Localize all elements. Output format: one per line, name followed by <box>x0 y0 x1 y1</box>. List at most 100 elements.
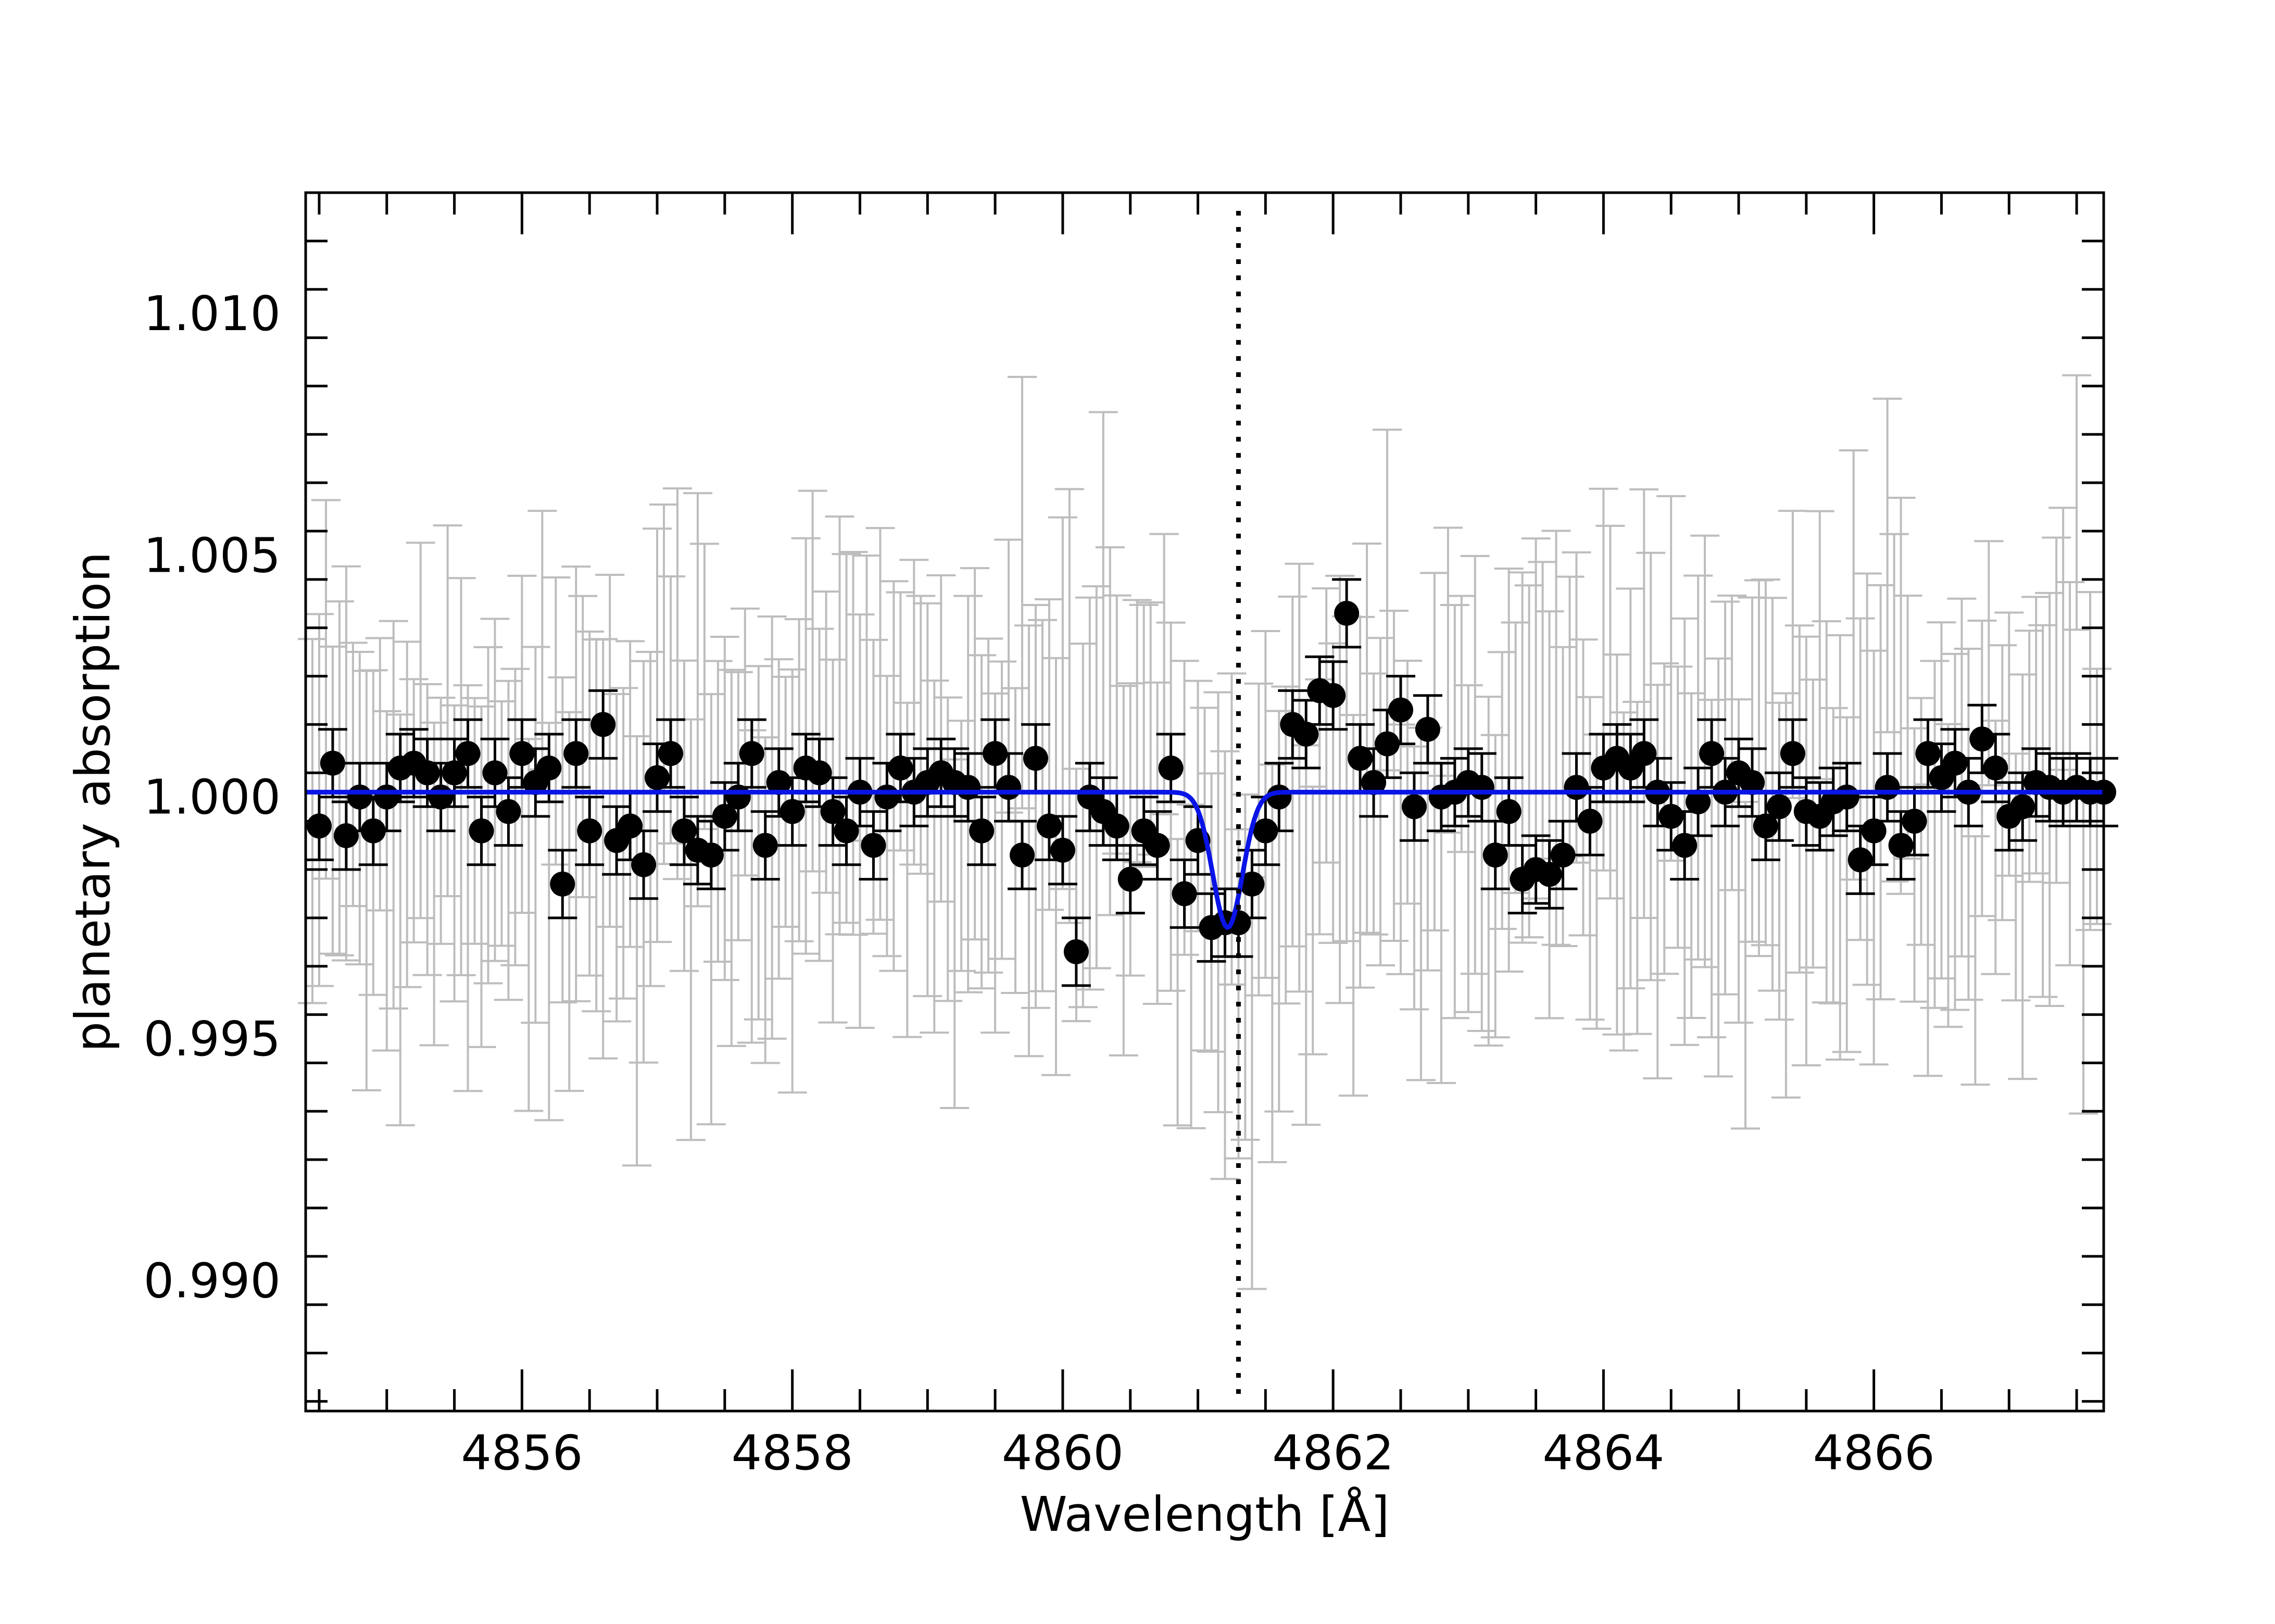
binned-point <box>331 800 361 871</box>
unbinned-errorbar <box>399 678 429 943</box>
binned-point <box>575 796 605 866</box>
unbinned-errorbar <box>1818 707 1848 1005</box>
binned-marker <box>1158 756 1184 780</box>
unbinned-errorbar <box>1379 609 1409 942</box>
binned-marker <box>1847 847 1873 873</box>
binned-point <box>412 737 442 808</box>
unbinned-errorbar <box>595 574 625 928</box>
binned-marker <box>2010 794 2035 820</box>
binned-marker <box>1834 784 1859 810</box>
binned-point <box>1008 820 1037 890</box>
binned-marker <box>482 760 508 786</box>
unbinned-errorbar <box>643 527 672 943</box>
binned-marker <box>1415 716 1440 742</box>
binned-point <box>1913 718 1943 789</box>
binned-marker <box>752 833 778 858</box>
unbinned-errorbar <box>433 524 462 898</box>
unbinned-errorbar <box>1784 624 1814 974</box>
binned-point <box>1629 718 1659 789</box>
binned-marker <box>739 741 764 766</box>
binned-marker <box>1293 722 1319 747</box>
binned-marker <box>496 799 521 824</box>
binned-marker <box>1334 600 1360 626</box>
tick-labels: 4856 4858 4860 4862 4864 4866 0.990 0.995 1.000 1… <box>144 286 1935 1481</box>
unbinned-errorbar <box>886 591 915 852</box>
binned-marker <box>306 813 332 839</box>
x-tick-label: 4856 <box>461 1425 583 1481</box>
binned-point <box>832 796 861 866</box>
unbinned-errorbar <box>2008 673 2038 1080</box>
unbinned-errorbar <box>1014 624 1044 1058</box>
binned-point <box>548 849 577 920</box>
binned-marker <box>1969 726 1995 752</box>
binned-point <box>1061 916 1091 987</box>
binned-marker <box>618 813 643 839</box>
unbinned-errorbar <box>784 618 814 942</box>
binned-point <box>1386 675 1415 746</box>
unbinned-data-layer <box>297 374 2112 1290</box>
binned-point <box>1115 844 1145 915</box>
binned-marker <box>1658 803 1684 829</box>
y-tick-label: 0.995 <box>144 1011 281 1067</box>
unbinned-errorbar <box>324 600 354 956</box>
binned-point <box>467 796 496 866</box>
binned-point <box>967 796 997 866</box>
unbinned-errorbar <box>338 641 368 908</box>
unbinned-errorbar <box>1001 687 1030 994</box>
binned-marker <box>1104 813 1129 839</box>
unbinned-errorbar <box>2028 624 2058 998</box>
binned-point <box>1764 771 1794 842</box>
y-tick-label: 1.005 <box>144 527 281 583</box>
unbinned-errorbar <box>987 660 1017 960</box>
unbinned-errorbar <box>859 638 888 935</box>
binned-point <box>561 718 591 789</box>
unbinned-errorbar <box>1021 604 1050 1009</box>
binned-point <box>696 820 726 890</box>
binned-marker <box>874 784 900 810</box>
unbinned-errorbar <box>379 620 408 1010</box>
unbinned-errorbar <box>1447 595 1476 853</box>
unbinned-errorbar <box>1751 578 1780 947</box>
binned-point <box>1237 849 1267 920</box>
binned-marker <box>1321 683 1346 708</box>
x-tick-label: 4866 <box>1813 1425 1935 1481</box>
unbinned-errorbar <box>1339 714 1368 1097</box>
unbinned-errorbar <box>514 738 544 1112</box>
binned-marker <box>442 760 467 786</box>
unbinned-errorbar <box>1352 543 1382 934</box>
unbinned-errorbar <box>1589 487 1618 872</box>
binned-marker <box>1023 746 1048 771</box>
unbinned-errorbar <box>1535 610 1564 1019</box>
unbinned-errorbar <box>487 700 517 947</box>
unbinned-errorbar <box>555 711 584 1092</box>
binned-marker <box>1861 818 1887 844</box>
binned-point <box>1683 766 1713 837</box>
unbinned-errorbar <box>838 551 868 936</box>
unbinned-errorbar <box>1730 801 1760 1130</box>
unbinned-errorbar <box>1271 685 1301 1005</box>
model-line <box>306 789 2104 930</box>
binned-point <box>318 728 347 799</box>
binned-marker <box>1902 809 1927 834</box>
binned-point <box>1170 858 1199 929</box>
binned-point <box>507 718 537 789</box>
binned-marker <box>1766 794 1792 820</box>
binned-point <box>750 810 780 881</box>
unbinned-errorbar <box>906 595 936 875</box>
binned-marker <box>1577 809 1603 834</box>
unbinned-errorbar <box>2062 374 2092 631</box>
unbinned-errorbar <box>392 640 422 988</box>
binned-marker <box>1239 871 1265 897</box>
binned-point <box>1575 786 1605 857</box>
unbinned-errorbar <box>1879 533 1909 883</box>
unbinned-errorbar <box>1825 634 1855 1061</box>
unbinned-errorbar <box>1839 449 1868 881</box>
unbinned-errorbar <box>1366 637 1396 967</box>
binned-marker <box>1537 862 1562 887</box>
unbinned-errorbar <box>1960 835 1990 1086</box>
unbinned-errorbar <box>1041 657 1071 1076</box>
x-tick-label: 4858 <box>732 1425 853 1481</box>
binned-marker <box>671 818 697 844</box>
unbinned-errorbar <box>811 590 841 894</box>
